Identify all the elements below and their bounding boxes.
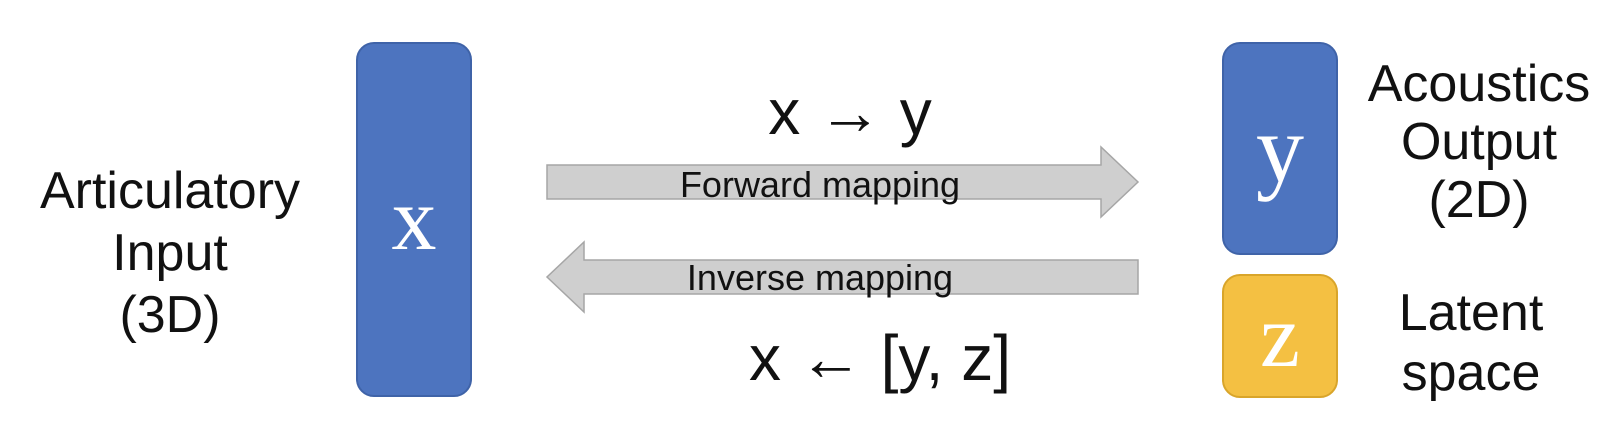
- inverse-formula: x ← [y, z]: [749, 322, 1011, 394]
- acoustics-output-line1: Acoustics: [1367, 55, 1591, 113]
- x-box: x: [356, 42, 472, 397]
- forward-mapping-label: Forward mapping: [679, 164, 961, 205]
- acoustics-output-label: Acoustics Output (2D): [1348, 55, 1610, 229]
- acoustics-output-line3: (2D): [1428, 171, 1530, 229]
- forward-mapping-arrow: [546, 145, 1140, 219]
- latent-space-line2: space: [1401, 344, 1541, 402]
- articulatory-input-line3: (3D): [119, 286, 221, 344]
- forward-arrow-shape: [546, 145, 1140, 219]
- inverse-mapping-arrow: [545, 240, 1139, 314]
- articulatory-input-label: Articulatory Input (3D): [10, 160, 330, 346]
- latent-space-line1: Latent: [1398, 284, 1544, 342]
- articulatory-input-line1: Articulatory: [39, 162, 301, 220]
- articulatory-input-line2: Input: [112, 224, 228, 282]
- acoustics-output-line2: Output: [1400, 113, 1558, 171]
- inverse-mapping-label: Inverse mapping: [686, 257, 954, 298]
- forward-formula: x → y: [768, 76, 932, 148]
- inverse-arrow-shape: [545, 240, 1139, 314]
- z-box: z: [1222, 274, 1338, 398]
- y-box: y: [1222, 42, 1338, 255]
- y-box-symbol: y: [1256, 95, 1304, 202]
- z-box-symbol: z: [1260, 286, 1300, 386]
- latent-space-label: Latent space: [1348, 283, 1594, 403]
- x-box-symbol: x: [391, 170, 437, 269]
